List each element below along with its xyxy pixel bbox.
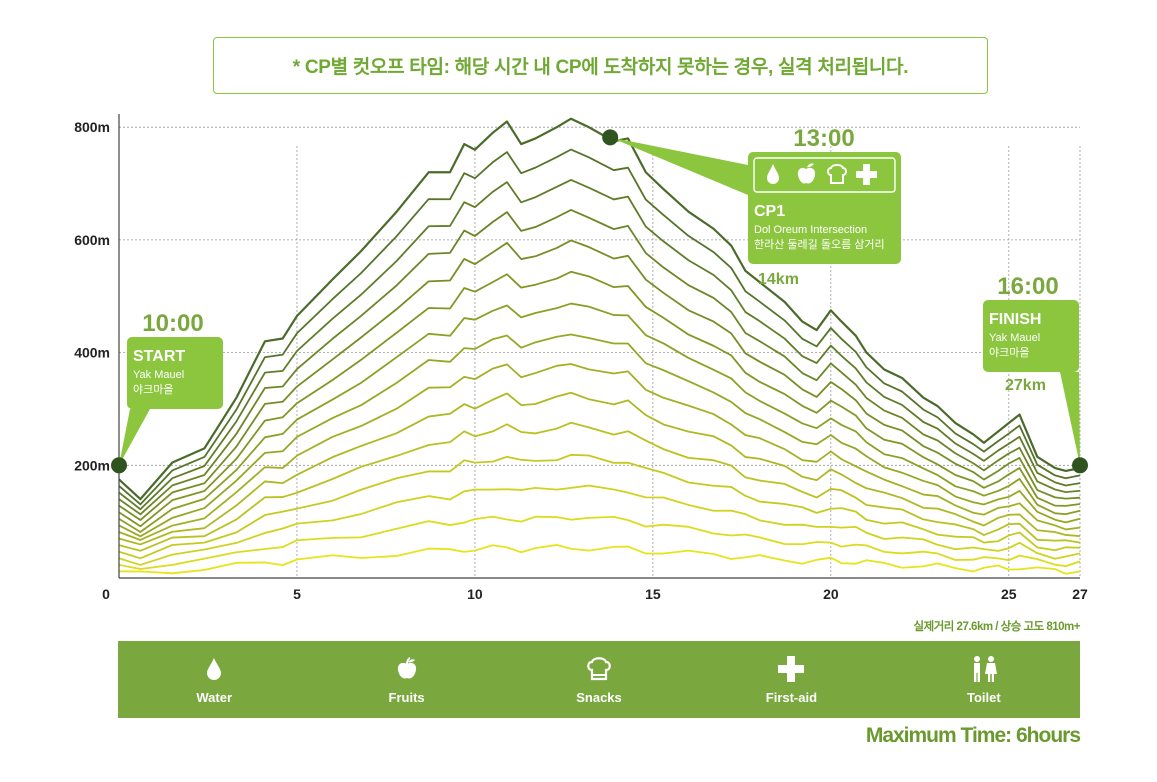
fruits-icon (797, 163, 816, 184)
snacks-icon (827, 164, 847, 184)
finish-callout (983, 300, 1079, 372)
x-tick-label: 20 (823, 586, 839, 602)
x-tick-label: 10 (467, 586, 483, 602)
x-tick-label: 25 (1001, 586, 1017, 602)
cp1-time: 13:00 (793, 125, 854, 152)
finish-title: FINISH (989, 311, 1041, 328)
finish-name-ko: 야크마을 (989, 346, 1029, 359)
start-name-en: Yak Mauel (133, 369, 184, 381)
x-tick-label: 27 (1072, 586, 1088, 602)
contour-line-11 (118, 239, 1081, 521)
finish-time: 16:00 (997, 273, 1058, 300)
contour-line-4 (118, 453, 1081, 560)
cp1-pointer (610, 137, 748, 195)
start-title: START (133, 348, 185, 365)
first-aid-icon (856, 164, 877, 185)
contour-line-9 (118, 302, 1081, 533)
max-time: Maximum Time: 6hours (865, 724, 1081, 747)
y-tick-label: 800m (74, 119, 110, 135)
start-marker (111, 457, 127, 474)
start-time: 10:00 (142, 310, 203, 337)
cp1-callout (748, 152, 901, 264)
finish-distance: 27km (1005, 377, 1046, 394)
toilet-icon (969, 654, 999, 684)
contour-line-1 (118, 544, 1081, 575)
finish-name-en: Yak Mauel (989, 332, 1040, 344)
legend-label-fruits: Fruits (388, 690, 425, 705)
x-tick-label: 5 (293, 586, 301, 602)
snacks-icon (585, 654, 613, 684)
x-tick-label: 15 (645, 586, 661, 602)
water-icon (767, 164, 779, 184)
cp1-name-en: Dol Oreum Intersection (754, 224, 867, 236)
cp1-name-ko: 한라산 둘레길 돌오름 삼거리 (754, 238, 885, 251)
legend-item-first-aid: First-aid (695, 641, 887, 718)
fruits-icon (395, 654, 419, 684)
legend-label-snacks: Snacks (576, 690, 622, 705)
cutoff-notice: * CP별 컷오프 타임: 해당 시간 내 CP에 도착하지 못하는 경우, 실… (213, 37, 988, 94)
start-pointer (119, 409, 150, 466)
contour-line-14 (118, 148, 1081, 506)
contour-line-15 (118, 117, 1081, 501)
legend-label-toilet: Toilet (966, 690, 1001, 705)
start-name-ko: 야크마을 (133, 383, 173, 396)
legend-item-toilet: Toilet (888, 641, 1080, 718)
water-icon (206, 654, 222, 684)
finish-pointer (1060, 372, 1080, 466)
contour-line-10 (118, 270, 1081, 528)
y-tick-label: 600m (74, 232, 110, 248)
contour-line-3 (118, 484, 1081, 566)
legend-label-first-aid: First-aid (765, 690, 818, 705)
contour-line-12 (118, 209, 1081, 516)
contour-line-7 (118, 363, 1081, 541)
course-stats: 실제거리 27.6km / 상승 고도 810m+ (913, 621, 1081, 633)
first-aid-icon (777, 654, 805, 684)
elevation-chart: 200m 400m 600m 800m 0 5 10 15 20 25 27 10:00 START Ya… (74, 114, 1088, 602)
cp1-distance: 14km (758, 271, 799, 288)
aid-legend: Water Fruits Snacks First-aid Toilet (118, 641, 1080, 718)
finish-marker (1072, 457, 1088, 474)
contour-line-8 (118, 333, 1081, 538)
cp1-title: CP1 (754, 203, 785, 220)
y-tick-label: 200m (74, 457, 110, 473)
start-callout (127, 337, 223, 409)
contour-line-5 (118, 421, 1081, 552)
legend-item-fruits: Fruits (310, 641, 502, 718)
cp1-services-frame (753, 157, 896, 193)
contour-line-2 (118, 515, 1081, 570)
contour-line-6 (118, 391, 1081, 546)
cp1-marker (602, 129, 619, 146)
legend-item-snacks: Snacks (503, 641, 695, 718)
legend-label-water: Water (196, 690, 233, 705)
y-tick-label: 400m (74, 345, 110, 361)
contour-line-13 (118, 179, 1081, 511)
x-tick-label: 0 (102, 586, 110, 602)
legend-item-water: Water (118, 641, 310, 718)
